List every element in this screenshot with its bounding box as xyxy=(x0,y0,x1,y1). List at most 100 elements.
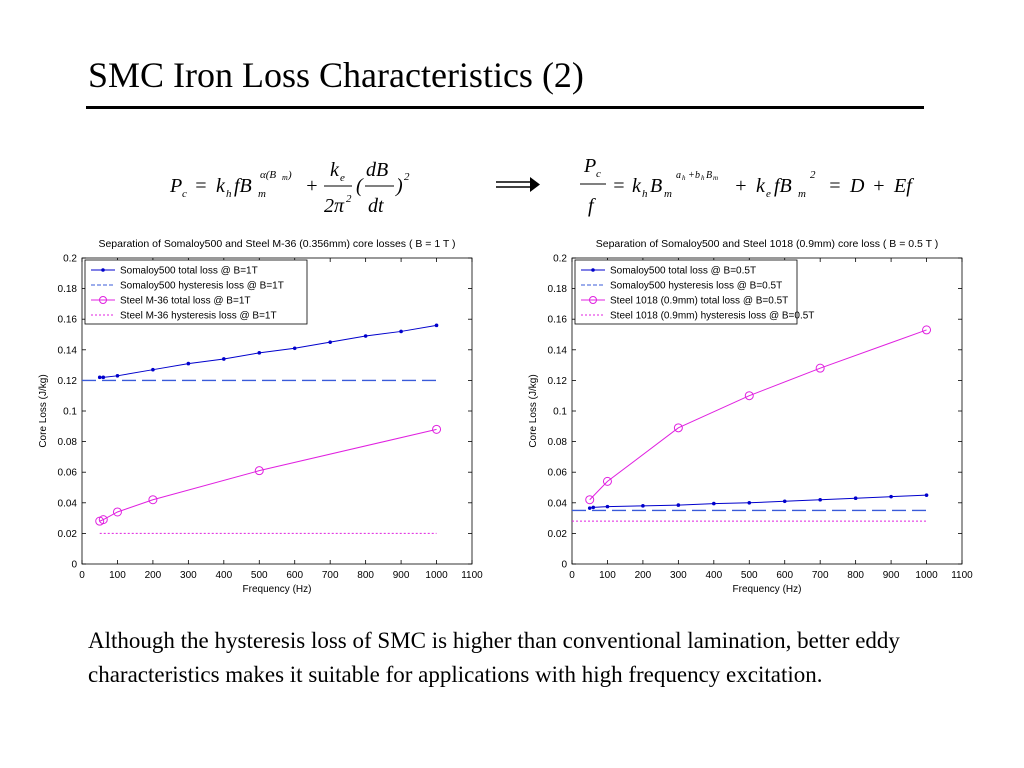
x-tick-label: 100 xyxy=(109,570,126,581)
x-tick-label: 500 xyxy=(741,570,758,581)
svg-text:+: + xyxy=(872,175,886,197)
x-tick-label: 800 xyxy=(847,570,864,581)
x-tick-label: 0 xyxy=(569,570,575,581)
legend-label: Somaloy500 hysteresis loss @ B=0.5T xyxy=(610,281,782,292)
svg-text:2: 2 xyxy=(346,193,352,205)
legend-label: Steel M-36 hysteresis loss @ B=1T xyxy=(120,311,277,322)
svg-text:k: k xyxy=(330,159,340,181)
data-point xyxy=(434,323,439,328)
svg-text:k: k xyxy=(216,175,226,197)
slide-title: SMC Iron Loss Characteristics (2) xyxy=(88,55,584,95)
x-tick-label: 600 xyxy=(776,570,793,581)
svg-text:m: m xyxy=(258,188,266,200)
x-tick-label: 100 xyxy=(599,570,616,581)
data-point xyxy=(98,515,108,525)
legend-label: Somaloy500 hysteresis loss @ B=1T xyxy=(120,281,284,292)
data-point xyxy=(148,495,158,505)
data-point xyxy=(712,501,716,506)
data-point xyxy=(924,493,929,497)
data-point xyxy=(673,423,683,433)
y-tick-label: 0.02 xyxy=(58,529,78,540)
svg-text:α(B: α(B xyxy=(260,169,276,181)
data-point xyxy=(853,496,858,501)
y-tick-label: 0.18 xyxy=(548,284,568,295)
data-point xyxy=(591,505,596,510)
x-tick-label: 900 xyxy=(393,570,410,581)
svg-text:+: + xyxy=(305,175,319,197)
x-tick-label: 1100 xyxy=(461,570,483,581)
chart-title: Separation of Somaloy500 and Steel M-36 … xyxy=(98,238,455,250)
svg-text:): ) xyxy=(287,169,292,181)
legend-label: Somaloy500 total loss @ B=0.5T xyxy=(610,266,756,277)
x-tick-label: 400 xyxy=(705,570,722,581)
data-point xyxy=(605,504,610,509)
svg-text:h: h xyxy=(701,174,705,182)
legend-label: Steel 1018 (0.9mm) hysteresis loss @ B=0… xyxy=(610,311,814,322)
data-point xyxy=(254,466,264,476)
chart-1018: Separation of Somaloy500 and Steel 1018 … xyxy=(520,230,990,607)
svg-text:c: c xyxy=(596,168,601,180)
x-tick-label: 400 xyxy=(215,570,232,581)
x-tick-label: 200 xyxy=(635,570,652,581)
svg-text:B: B xyxy=(650,175,662,197)
y-tick-label: 0.14 xyxy=(548,345,568,356)
title-divider xyxy=(86,106,924,109)
svg-text:c: c xyxy=(182,188,187,200)
svg-text:dB: dB xyxy=(366,159,388,181)
svg-text:h: h xyxy=(226,188,232,200)
x-tick-label: 1000 xyxy=(425,570,448,581)
svg-text:m: m xyxy=(798,188,806,200)
data-point xyxy=(101,375,106,380)
y-tick-label: 0.08 xyxy=(548,437,568,448)
data-point xyxy=(186,361,191,366)
svg-text:2: 2 xyxy=(404,171,410,183)
data-point xyxy=(641,504,645,508)
svg-text:m: m xyxy=(713,174,718,182)
y-tick-label: 0.2 xyxy=(553,254,567,265)
y-tick-label: 0.14 xyxy=(58,345,78,356)
svg-text:h: h xyxy=(642,188,648,200)
x-axis-label: Frequency (Hz) xyxy=(733,584,802,595)
data-point xyxy=(889,494,893,499)
y-tick-label: 0.1 xyxy=(553,407,567,418)
y-tick-label: 0 xyxy=(561,560,567,571)
svg-text:B: B xyxy=(706,170,712,181)
series-line xyxy=(99,428,437,522)
data-point xyxy=(222,357,226,361)
implies-arrow-icon xyxy=(496,177,540,192)
y-tick-label: 0.2 xyxy=(63,254,77,265)
x-tick-label: 700 xyxy=(322,570,339,581)
svg-text:+: + xyxy=(734,175,748,197)
legend-box xyxy=(84,259,308,325)
svg-text:e: e xyxy=(340,172,345,184)
x-tick-label: 900 xyxy=(883,570,900,581)
svg-text:P: P xyxy=(169,175,182,197)
svg-text:f: f xyxy=(588,195,596,217)
data-point xyxy=(292,346,297,351)
y-tick-label: 0.02 xyxy=(548,529,568,540)
data-point xyxy=(782,499,787,504)
svg-text:Ef: Ef xyxy=(893,175,914,197)
chart-title: Separation of Somaloy500 and Steel 1018 … xyxy=(596,238,939,250)
svg-text:2π: 2π xyxy=(324,195,345,217)
y-tick-label: 0.06 xyxy=(58,468,78,479)
y-tick-label: 0 xyxy=(71,560,77,571)
data-point xyxy=(399,329,403,334)
svg-text:=: = xyxy=(194,175,208,197)
data-point xyxy=(747,501,752,505)
data-point xyxy=(97,375,102,380)
legend-label: Somaloy500 total loss @ B=1T xyxy=(120,266,258,277)
svg-text:D: D xyxy=(849,175,865,197)
data-point xyxy=(112,507,122,517)
series-line xyxy=(589,494,927,509)
y-tick-label: 0.12 xyxy=(58,376,78,387)
y-tick-label: 0.04 xyxy=(548,498,568,509)
data-point xyxy=(744,391,754,401)
svg-text:2: 2 xyxy=(810,169,816,181)
svg-text:m: m xyxy=(282,173,288,182)
svg-text:e: e xyxy=(766,188,771,200)
